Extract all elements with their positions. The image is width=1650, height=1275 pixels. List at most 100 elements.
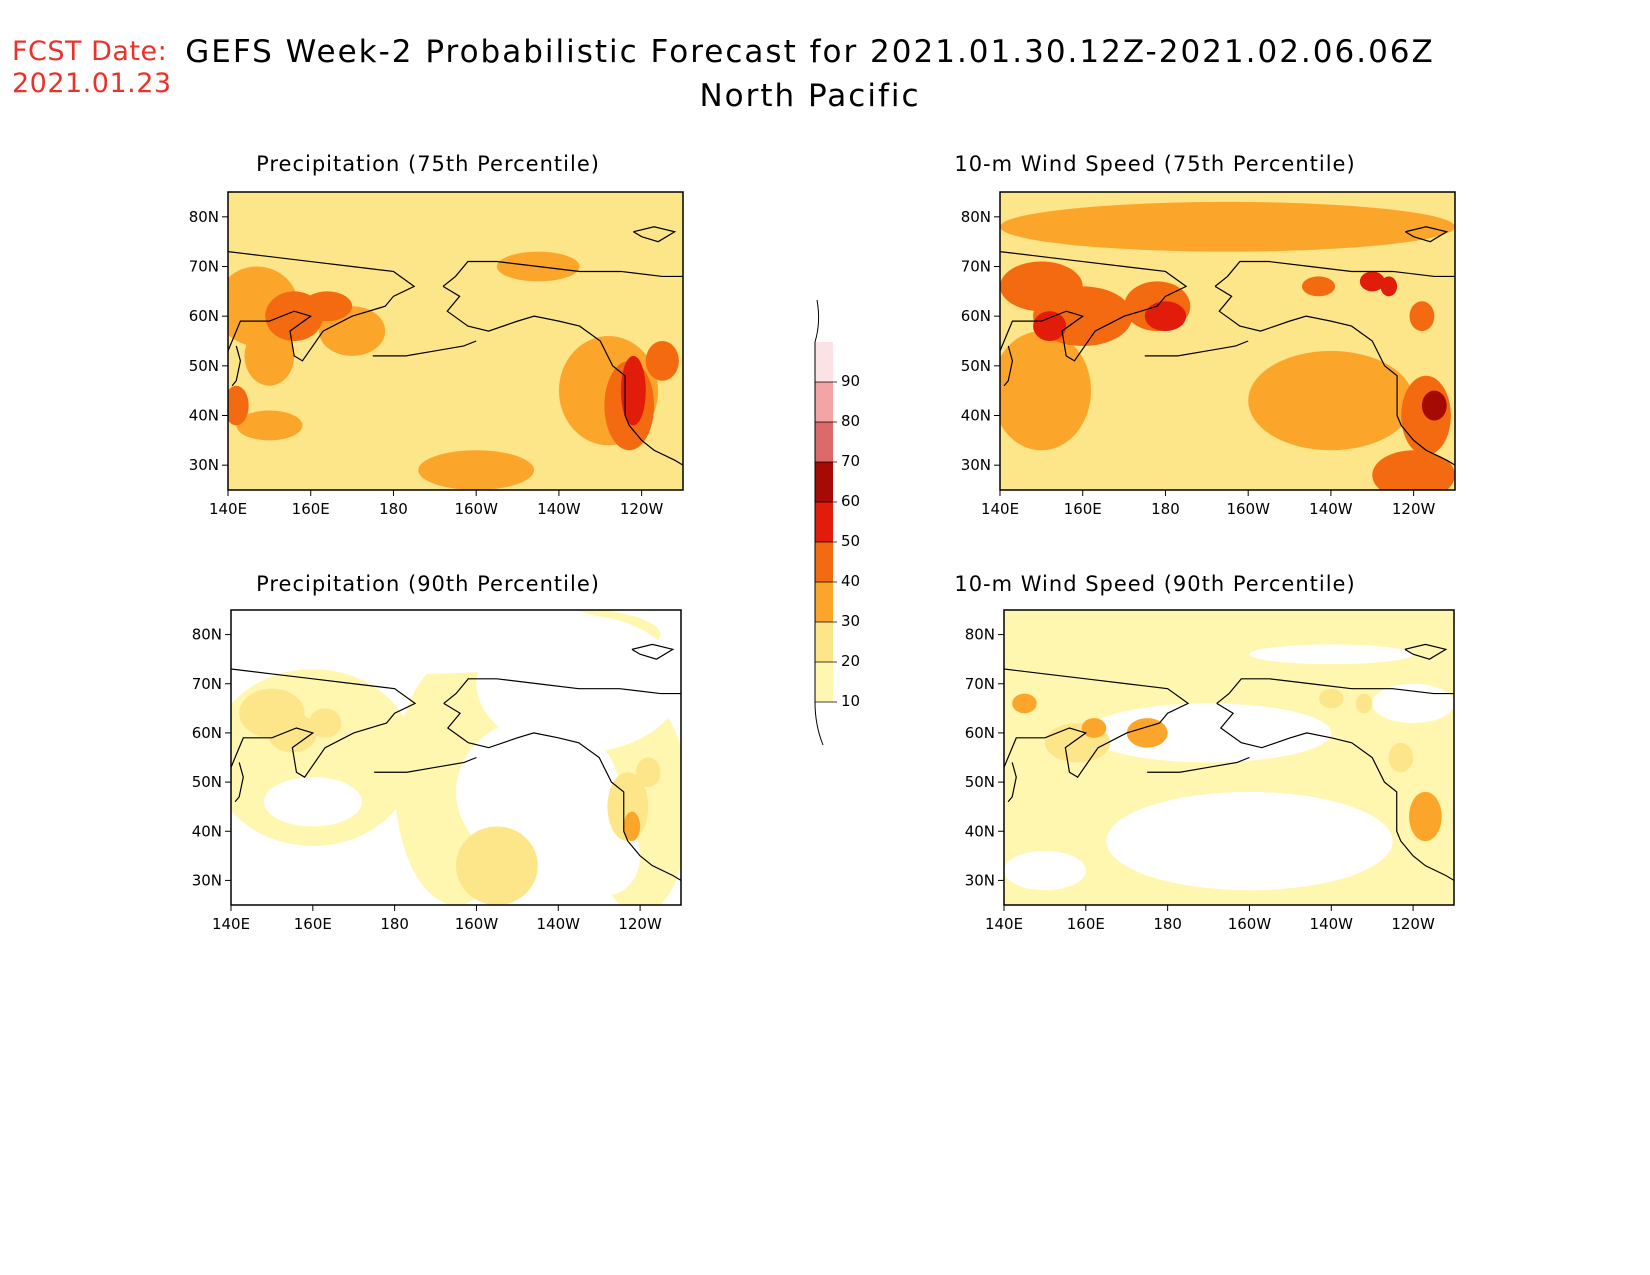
lon-tick-label: 140W: [1309, 500, 1353, 518]
lat-tick-label: 80N: [189, 208, 219, 226]
shaded-field: [231, 610, 681, 905]
coastline-russia: [228, 251, 416, 362]
shade-region: [1126, 718, 1168, 748]
shade-region: [1000, 201, 1455, 252]
shaded-field: [1000, 192, 1455, 490]
map-panel-precip-90: 80N 70N 60N 50N 40N 30N 140E 160E 180 160W 140W 120…: [192, 609, 682, 933]
lat-tick-label: 60N: [189, 307, 219, 325]
lat-tick-label: 30N: [192, 871, 222, 889]
map-frame: [227, 191, 684, 491]
legend-bottom-end: [814, 701, 824, 746]
forecast-date-value: 2021.01.23: [12, 68, 172, 99]
lon-tick-label: 160E: [1067, 915, 1105, 933]
coastline-alaska: [1216, 702, 1454, 881]
shade-region: [636, 757, 661, 787]
lon-tick-label: 160W: [454, 500, 498, 518]
coastline-sakhalin: [1007, 762, 1017, 803]
shade-region: [1249, 644, 1414, 665]
coastline-aleut: [1144, 340, 1249, 357]
shade-region: [1421, 390, 1447, 421]
lat-tick-label: 70N: [189, 258, 219, 276]
shade-region: [1380, 276, 1398, 297]
coastline-alaska: [1214, 285, 1455, 466]
coastline-alaska: [443, 702, 681, 881]
lat-tick-label: 70N: [192, 675, 222, 693]
main-title: GEFS Week-2 Probabilistic Forecast for 2…: [185, 34, 1435, 70]
shade-region: [456, 826, 538, 905]
lat-tick-label: 40N: [965, 822, 995, 840]
lon-tick-label: 180: [1153, 915, 1182, 933]
shade-region: [1033, 311, 1067, 341]
lon-tick-label: 120W: [618, 915, 662, 933]
lon-tick-label: 180: [380, 915, 409, 933]
shade-region: [1372, 450, 1455, 490]
panel-title-wind-90: 10-m Wind Speed (90th Percentile): [954, 572, 1356, 596]
lat-tick-label: 60N: [965, 724, 995, 742]
shade-region: [228, 385, 249, 426]
coastline-russia: [1000, 251, 1188, 362]
shade-region: [236, 410, 303, 441]
lon-tick-label: 140E: [981, 500, 1019, 518]
lat-tick-label: 50N: [961, 357, 991, 375]
coastline-alaska_north: [1214, 260, 1455, 287]
map-panel-precip-75: 80N 70N 60N 50N 40N 30N 140E 160E 180 160W 140W 120…: [189, 191, 684, 518]
coastline-arctic_isl: [1404, 643, 1448, 660]
lat-tick-label: 80N: [192, 626, 222, 644]
lat-tick-label: 40N: [189, 407, 219, 425]
figure-title: GEFS Week-2 Probabilistic Forecast for 2…: [160, 30, 1460, 118]
lon-tick-label: 140W: [537, 500, 581, 518]
shade-region: [645, 341, 679, 381]
color-legend: 10 20 30 40 50 60 70 80 90: [814, 299, 860, 746]
shaded-field: [228, 192, 683, 490]
lat-tick-label: 30N: [961, 456, 991, 474]
lon-tick-label: 140W: [1310, 915, 1354, 933]
shade-region: [1081, 718, 1107, 738]
lon-tick-label: 140E: [212, 915, 250, 933]
lat-tick-label: 60N: [961, 307, 991, 325]
lon-tick-label: 140W: [537, 915, 581, 933]
legend-swatch: [815, 582, 833, 622]
coastline-arctic_isl: [1405, 226, 1449, 243]
map-frame: [999, 191, 1456, 491]
shade-region: [1409, 301, 1435, 332]
lat-tick-label: 40N: [192, 822, 222, 840]
shade-region: [1248, 350, 1414, 451]
legend-label: 50: [841, 532, 860, 550]
legend-label: 70: [841, 452, 860, 470]
legend-swatch: [815, 342, 833, 382]
panel-title-precip-75: Precipitation (75th Percentile): [256, 152, 600, 176]
legend-label: 10: [841, 692, 860, 710]
shade-region: [476, 614, 681, 753]
region-subtitle: North Pacific: [699, 78, 921, 114]
lon-tick-label: 160E: [294, 915, 332, 933]
shade-region: [623, 811, 641, 842]
coastline-alaska_north: [443, 678, 681, 704]
lat-tick-label: 70N: [961, 258, 991, 276]
panel-title-precip-90: Precipitation (90th Percentile): [256, 572, 600, 596]
lat-tick-label: 30N: [189, 456, 219, 474]
shade-region: [418, 450, 535, 490]
coastline-alaska_north: [442, 260, 683, 287]
legend-label: 90: [841, 372, 860, 390]
coastline-arctic_isl: [633, 226, 677, 243]
shade-region: [1004, 850, 1086, 891]
shade-region: [244, 326, 295, 386]
coastline-sakhalin: [1003, 345, 1014, 387]
lon-tick-label: 160E: [292, 500, 330, 518]
shade-region: [1012, 693, 1037, 714]
shade-region: [308, 708, 342, 738]
lat-tick-label: 40N: [961, 407, 991, 425]
lat-tick-label: 60N: [192, 724, 222, 742]
forecast-date-label: FCST Date: 2021.01.23: [12, 36, 172, 100]
lon-tick-label: 160W: [455, 915, 499, 933]
shade-region: [1106, 791, 1393, 891]
lon-tick-label: 140E: [985, 915, 1023, 933]
coastline-arctic_isl: [631, 643, 675, 660]
shade-region: [1359, 271, 1385, 292]
legend-label: 40: [841, 572, 860, 590]
coastline-russia: [1004, 668, 1190, 778]
legend-swatch: [815, 422, 833, 462]
legend-swatch: [815, 382, 833, 422]
shade-region: [302, 291, 353, 322]
